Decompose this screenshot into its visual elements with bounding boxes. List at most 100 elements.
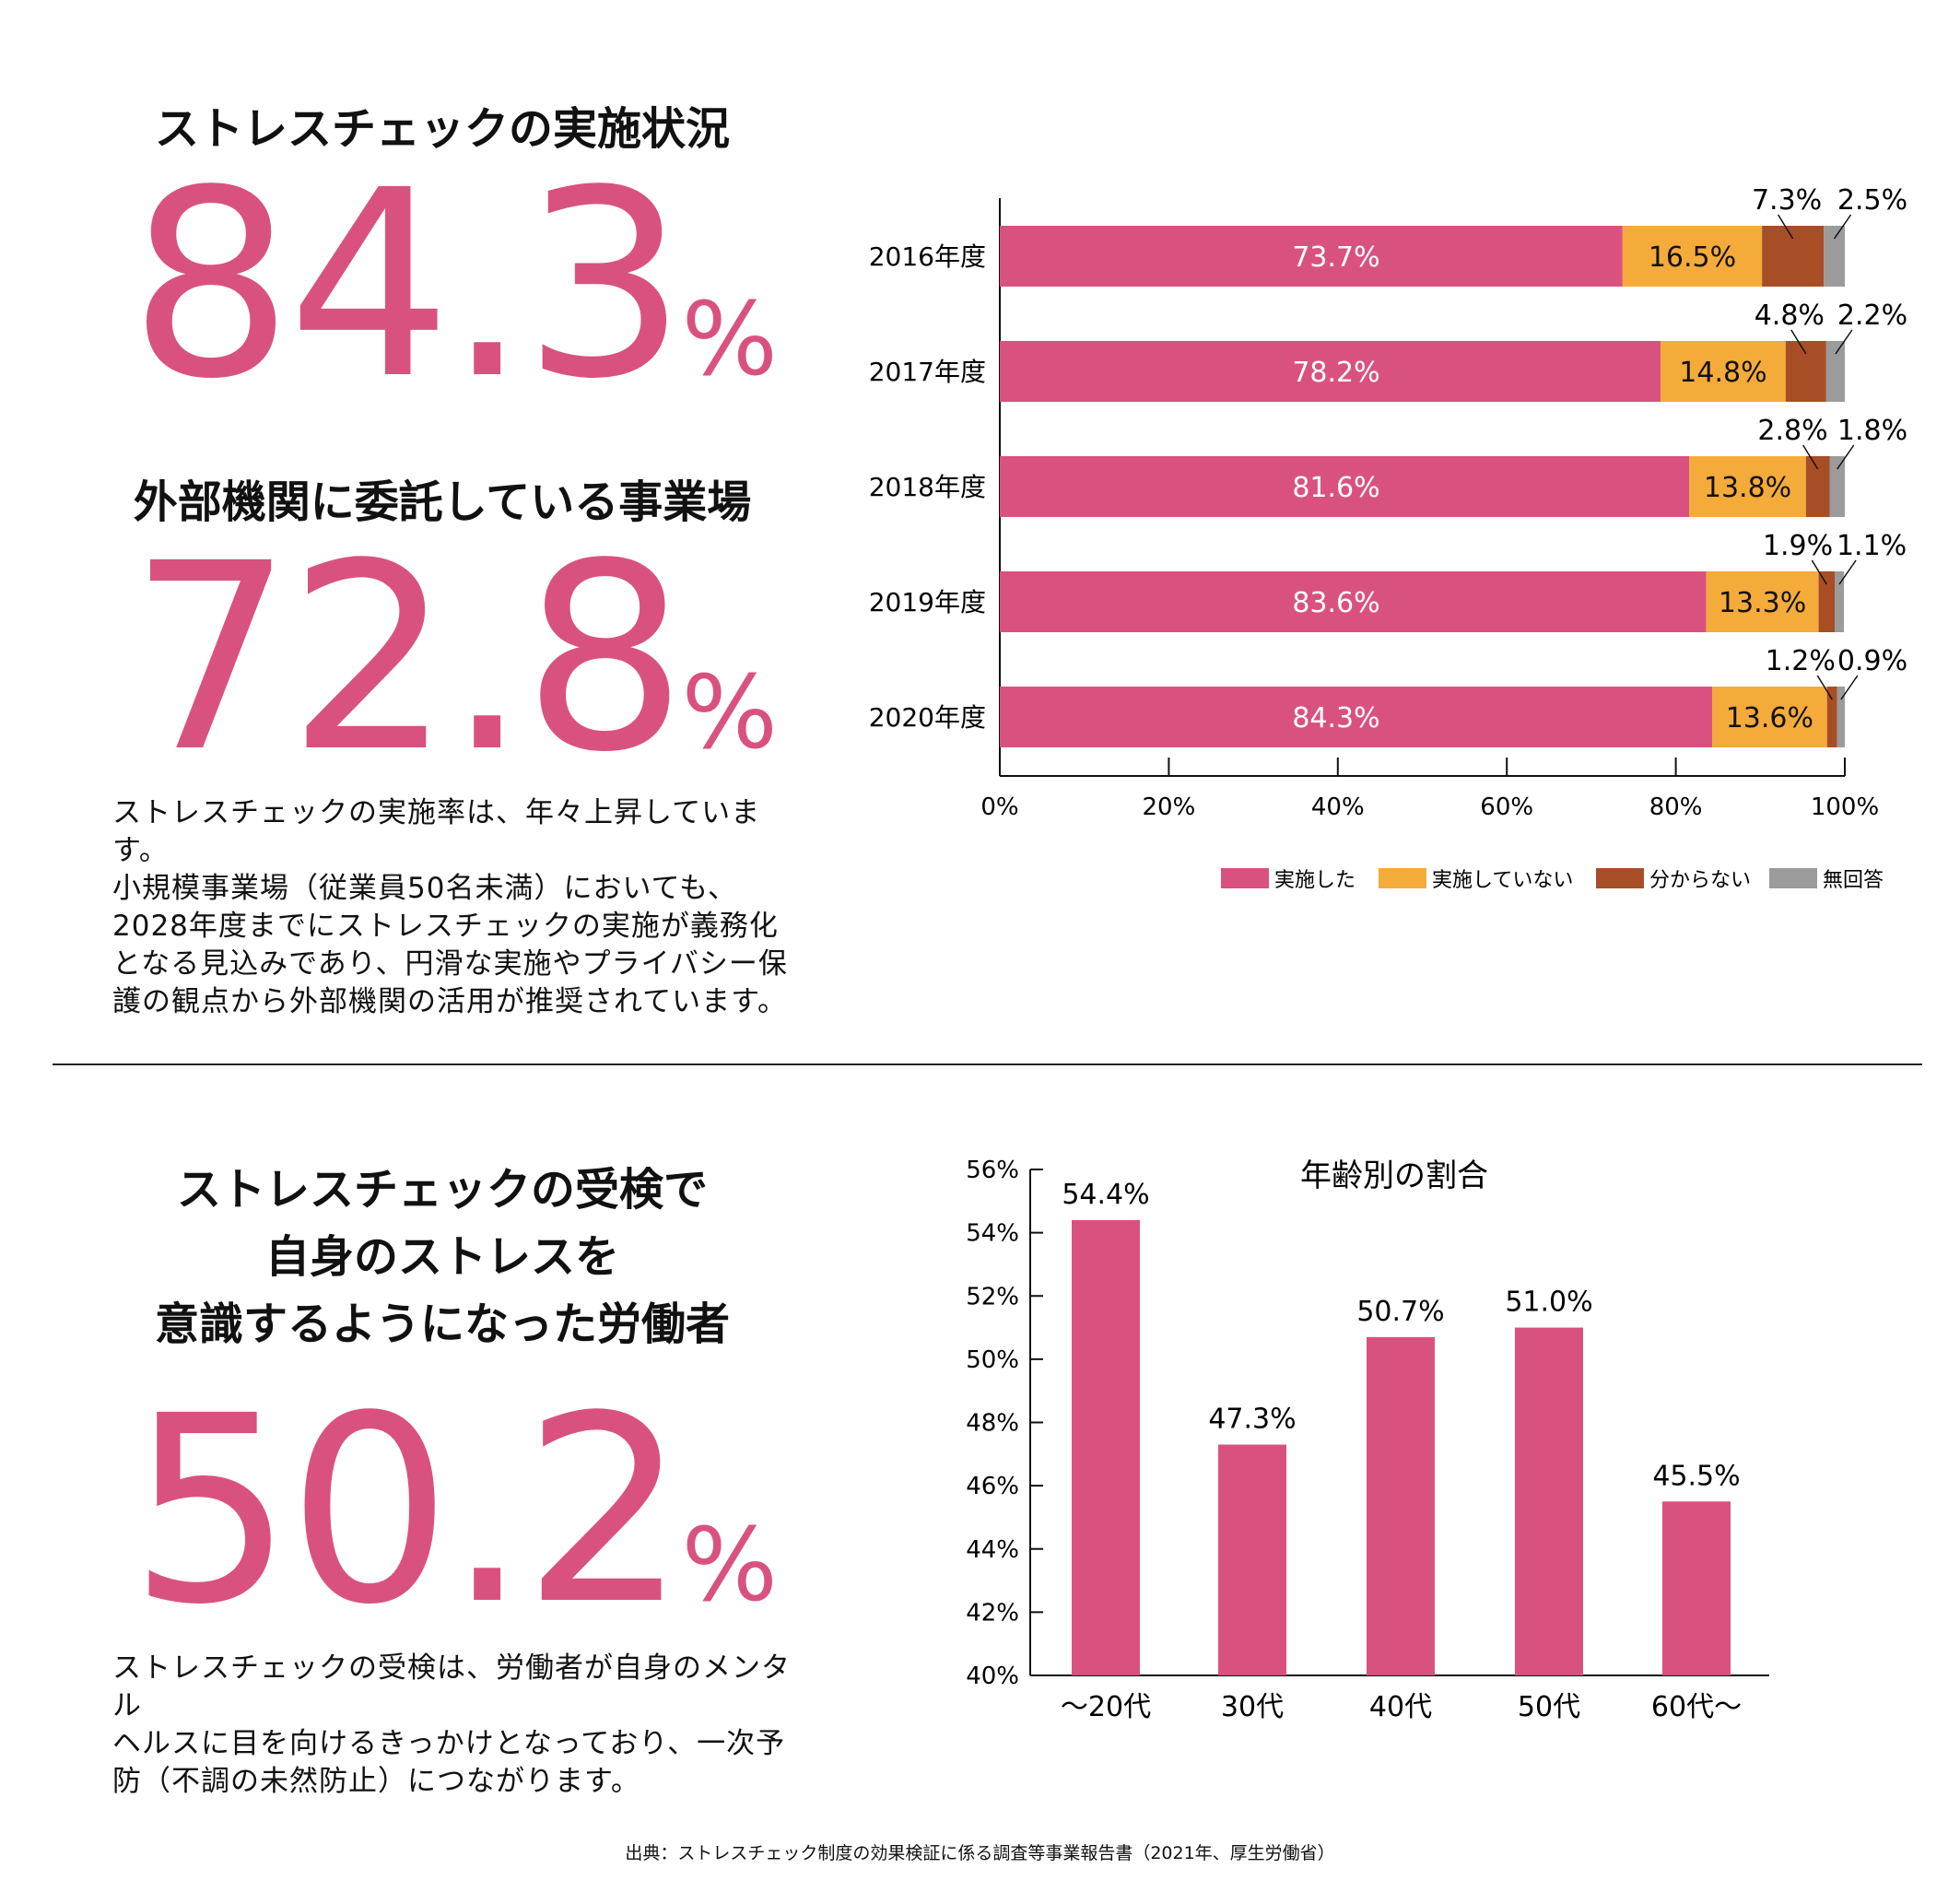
category-label: 2018年度 <box>869 472 986 502</box>
data-label: 4.8% <box>1755 300 1825 332</box>
leader-line <box>1837 444 1855 470</box>
outsourcing-rate-value: 72.8 <box>129 509 687 809</box>
y-tick-label: 48% <box>966 1410 1019 1438</box>
category-label: 2017年度 <box>869 357 986 387</box>
awareness-rate: 50.2% <box>129 1382 778 1640</box>
x-tick-label: 40% <box>1311 793 1365 821</box>
data-label: 47.3% <box>1208 1404 1296 1436</box>
data-label: 45.5% <box>1652 1460 1740 1492</box>
bar-segment <box>1824 226 1845 287</box>
y-tick-label: 50% <box>966 1346 1019 1374</box>
implementation-rate-value: 84.3 <box>129 135 687 436</box>
leader-line <box>1838 559 1857 585</box>
data-label: 54.4% <box>1062 1179 1149 1211</box>
legend-label: 実施していない <box>1432 869 1573 892</box>
chart-title: 年齢別の割合 <box>1300 1157 1488 1194</box>
bar-segment <box>1805 456 1830 517</box>
category-label: 50代 <box>1518 1691 1580 1723</box>
x-tick-label: 20% <box>1143 793 1196 821</box>
data-label: 13.6% <box>1726 702 1813 734</box>
bar <box>1662 1501 1731 1675</box>
percent-sign: % <box>681 653 778 771</box>
category-label: 2019年度 <box>869 587 986 617</box>
y-tick-label: 54% <box>966 1220 1019 1248</box>
y-tick-label: 44% <box>966 1536 1019 1564</box>
data-label: 13.8% <box>1704 472 1791 504</box>
bar-segment <box>1000 571 1707 632</box>
legend-swatch <box>1769 868 1817 888</box>
data-label: 1.9% <box>1763 530 1833 562</box>
section2-title: ストレスチェックの受検で 自身のストレスを 意識するようになった労働者 <box>28 1157 857 1358</box>
paragraph-line: 小規模事業場（従業員50名未満）においても、 <box>112 872 738 905</box>
paragraph-line: ヘルスに目を向けるきっかけとなっており、一次予 <box>112 1727 786 1760</box>
leader-line <box>1840 675 1859 700</box>
data-label: 2.8% <box>1757 415 1827 447</box>
legend-label: 無回答 <box>1823 869 1884 892</box>
section-divider <box>53 1063 1922 1065</box>
paragraph-line: ストレスチェックの受検は、労働者が自身のメンタル <box>112 1651 791 1722</box>
section1-paragraph: ストレスチェックの実施率は、年々上昇しています。 小規模事業場（従業員50名未満… <box>112 794 813 1021</box>
outsourcing-rate: 72.8% <box>129 530 778 788</box>
legend-label: 実施した <box>1274 869 1356 892</box>
data-label: 1.2% <box>1766 645 1836 677</box>
category-label: 30代 <box>1221 1691 1284 1723</box>
leader-line <box>1833 214 1852 240</box>
leader-line <box>1802 444 1819 470</box>
bar-segment <box>1818 571 1835 632</box>
category-label: 40代 <box>1369 1691 1432 1723</box>
bar-segment <box>1825 341 1845 402</box>
leader-line <box>1777 214 1794 240</box>
y-tick-label: 52% <box>966 1283 1019 1310</box>
bar-segment <box>1689 456 1806 517</box>
data-label: 51.0% <box>1505 1287 1592 1319</box>
title-line: 意識するようになった労働者 <box>154 1298 730 1350</box>
data-label: 13.3% <box>1719 587 1806 619</box>
leader-line <box>1835 329 1853 355</box>
data-label: 0.9% <box>1837 645 1907 677</box>
bar-segment <box>1834 571 1845 632</box>
data-label: 83.6% <box>1292 587 1379 619</box>
bar-segment <box>1712 687 1827 747</box>
data-label: 2.5% <box>1837 184 1907 217</box>
awareness-rate-value: 50.2 <box>129 1361 687 1662</box>
legend-label: 分からない <box>1649 869 1751 892</box>
bar <box>1367 1336 1435 1675</box>
bar-segment <box>1706 571 1819 632</box>
data-label: 50.7% <box>1356 1296 1444 1328</box>
data-label: 78.2% <box>1292 357 1379 389</box>
data-label: 84.3% <box>1292 702 1379 734</box>
bar-segment <box>1661 341 1786 402</box>
title-line: ストレスチェックの受検で <box>176 1164 708 1216</box>
x-tick-label: 100% <box>1811 793 1879 821</box>
bar-segment <box>1000 456 1690 517</box>
data-label: 16.5% <box>1649 241 1736 274</box>
paragraph-line: 2028年度までにストレスチェックの実施が義務化 <box>112 910 779 943</box>
bar-segment <box>1622 226 1763 287</box>
bar-segment <box>1826 687 1837 747</box>
bar-segment <box>1837 687 1845 747</box>
data-label: 1.8% <box>1837 415 1907 447</box>
y-tick-label: 46% <box>966 1473 1019 1500</box>
data-label: 1.1% <box>1837 530 1907 562</box>
data-label: 73.7% <box>1292 241 1379 274</box>
bar <box>1072 1219 1140 1675</box>
bar-segment <box>1785 341 1826 402</box>
section1-title: ストレスチェックの実施状況 <box>154 103 730 155</box>
implementation-rate: 84.3% <box>129 157 778 415</box>
bar <box>1218 1444 1286 1675</box>
legend-swatch <box>1379 868 1426 888</box>
leader-line <box>1790 329 1807 355</box>
category-label: 2020年度 <box>869 702 986 733</box>
y-tick-label: 42% <box>966 1599 1019 1627</box>
bar-segment <box>1762 226 1825 287</box>
percent-sign: % <box>681 1506 778 1624</box>
data-label: 81.6% <box>1292 472 1379 504</box>
title-line: 自身のストレスを <box>264 1231 619 1283</box>
paragraph-line: 防（不調の未然防止）につながります。 <box>112 1765 640 1798</box>
x-tick-label: 80% <box>1649 793 1703 821</box>
leader-line <box>1811 559 1827 585</box>
bar <box>1515 1327 1583 1675</box>
source-note: 出典：ストレスチェック制度の効果検証に係る調査等事業報告書（2021年、厚生労働… <box>625 1843 1335 1863</box>
category-label: 60代～ <box>1651 1691 1742 1723</box>
paragraph-line: となる見込みであり、円滑な実施やプライバシー保 <box>112 947 788 981</box>
